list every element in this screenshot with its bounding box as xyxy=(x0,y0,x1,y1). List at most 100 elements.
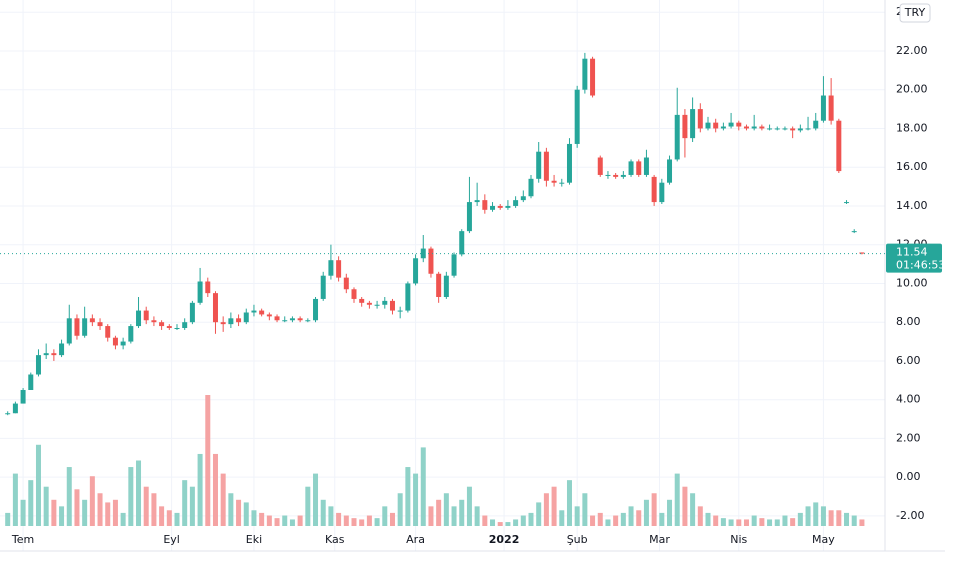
volume-bar xyxy=(828,510,834,526)
last-price-label: 11.54 xyxy=(896,246,928,259)
volume-bar xyxy=(620,512,626,526)
volume-bar xyxy=(859,519,865,526)
candle-body xyxy=(682,114,688,139)
volume-bar xyxy=(659,512,665,526)
volume-bar xyxy=(590,515,596,526)
volume-bar xyxy=(528,512,534,526)
volume-bar xyxy=(844,512,850,526)
candle-body xyxy=(720,126,726,129)
candle-body xyxy=(336,260,342,278)
volume-bar xyxy=(643,499,649,526)
y-tick-label: 6.00 xyxy=(896,354,921,367)
volume-bar xyxy=(720,518,726,526)
volume-bar xyxy=(836,510,842,526)
candle-body xyxy=(844,202,850,204)
volume-bar xyxy=(443,493,449,526)
x-tick-label: Eyl xyxy=(163,533,180,546)
candle-body xyxy=(513,200,519,206)
candle-body xyxy=(474,200,480,203)
volume-bar xyxy=(128,467,134,526)
candle-body xyxy=(305,320,311,322)
candle-body xyxy=(636,161,642,175)
candle-body xyxy=(613,174,619,177)
candle-body xyxy=(705,122,711,129)
candle-body xyxy=(397,310,403,312)
candle-body xyxy=(805,128,811,130)
volume-bar xyxy=(520,515,526,526)
candle-body xyxy=(251,310,257,313)
volume-bar xyxy=(243,502,249,526)
volume-bar xyxy=(236,499,242,526)
candle-body xyxy=(28,374,34,391)
candle-body xyxy=(559,182,565,184)
volume-bar xyxy=(582,493,588,526)
candle-body xyxy=(659,182,665,203)
candle-body xyxy=(220,322,226,325)
volume-bar xyxy=(59,506,65,526)
x-tick-label: 2022 xyxy=(489,533,520,546)
volume-bar xyxy=(559,510,565,526)
candle-body xyxy=(451,254,457,276)
candle-body xyxy=(836,120,842,172)
candle-body xyxy=(151,320,157,323)
volume-bar xyxy=(682,486,688,526)
candle-body xyxy=(166,326,172,329)
x-tick-label: Ara xyxy=(406,533,425,546)
volume-bar xyxy=(328,506,334,526)
volume-bar xyxy=(697,506,703,526)
volume-bar xyxy=(482,515,488,526)
candle-body xyxy=(413,258,419,284)
candle-body xyxy=(313,298,319,321)
volume-bar xyxy=(805,506,811,526)
volume-bar xyxy=(420,447,426,526)
volume-bar xyxy=(574,506,580,526)
candle-body xyxy=(482,200,488,210)
y-tick-label: 14.00 xyxy=(896,199,928,212)
candle-body xyxy=(259,310,265,315)
candle-body xyxy=(543,151,549,181)
volume-bar xyxy=(674,473,680,526)
candle-body xyxy=(274,316,280,321)
volume-bar xyxy=(459,499,465,526)
x-tick-label: Eki xyxy=(246,533,262,546)
volume-bar xyxy=(613,515,619,526)
x-tick-label: Nis xyxy=(730,533,747,546)
volume-bar xyxy=(136,460,142,526)
volume-bar xyxy=(151,493,157,526)
volume-bar xyxy=(97,493,103,526)
candle-body xyxy=(505,205,511,208)
candle-body xyxy=(774,128,780,130)
volume-bar xyxy=(159,506,165,526)
volume-bar xyxy=(597,512,603,526)
candle-body xyxy=(189,302,195,323)
volume-bar xyxy=(359,519,365,526)
volume-bar xyxy=(382,506,388,526)
grid xyxy=(0,0,885,551)
volume-bar xyxy=(497,522,503,526)
volume-bar xyxy=(713,515,719,526)
volume-bar xyxy=(205,395,211,526)
candle-body xyxy=(667,159,673,183)
candle-body xyxy=(497,205,503,208)
candle-body xyxy=(743,126,749,129)
candle-body xyxy=(359,298,365,303)
y-tick-label: 0.00 xyxy=(896,470,921,483)
candle-body xyxy=(212,293,218,323)
volume-bar xyxy=(20,499,26,526)
candle-body xyxy=(97,322,103,327)
volume-bar xyxy=(174,512,180,526)
y-tick-label: 22.00 xyxy=(896,44,928,57)
candle-body xyxy=(51,353,57,356)
candle-body xyxy=(697,109,703,129)
x-tick-label: May xyxy=(812,533,835,546)
candle-body xyxy=(674,114,680,160)
candle-body xyxy=(136,310,142,327)
candle-body xyxy=(582,58,588,90)
candle-body xyxy=(405,283,411,311)
candle-body xyxy=(605,174,611,176)
candle-body xyxy=(713,122,719,129)
volume-bar xyxy=(466,486,472,526)
candle-body xyxy=(205,281,211,294)
